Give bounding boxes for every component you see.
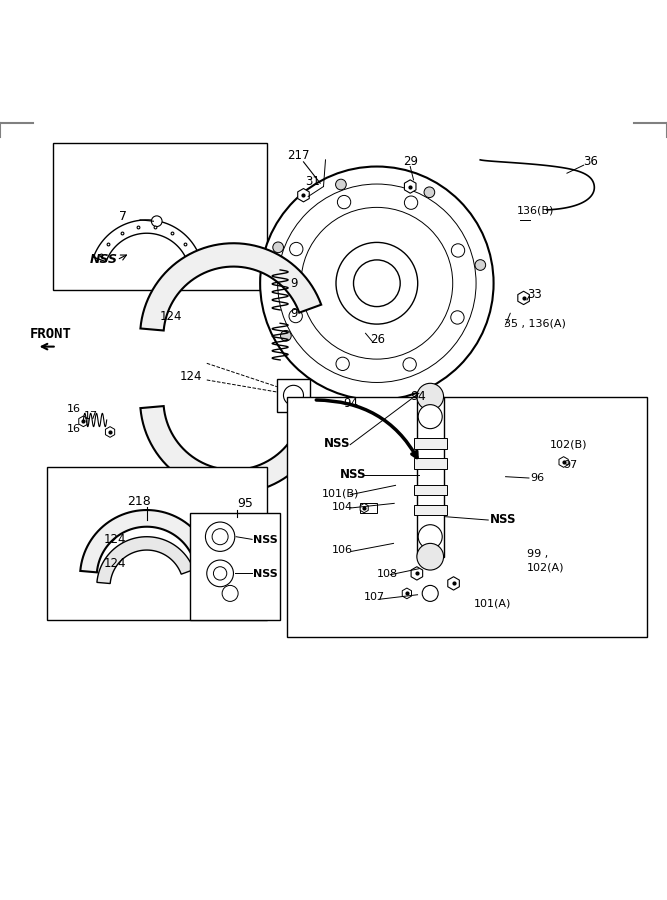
Bar — [414, 438, 447, 449]
Text: 101(B): 101(B) — [322, 489, 360, 499]
Polygon shape — [93, 220, 200, 262]
Text: 94: 94 — [344, 397, 358, 410]
Text: 99 ,: 99 , — [527, 549, 548, 559]
Text: NSS: NSS — [323, 436, 350, 450]
Text: 101(A): 101(A) — [474, 598, 511, 608]
Text: 124: 124 — [180, 370, 203, 383]
Circle shape — [277, 184, 476, 382]
Text: NSS: NSS — [89, 253, 117, 266]
Bar — [360, 503, 377, 513]
Text: 26: 26 — [370, 333, 385, 346]
Polygon shape — [411, 567, 423, 580]
Polygon shape — [80, 510, 209, 572]
Text: 29: 29 — [404, 155, 418, 167]
Text: 16: 16 — [67, 424, 81, 434]
Text: 36: 36 — [584, 155, 598, 167]
Circle shape — [222, 585, 238, 601]
Text: NSS: NSS — [340, 468, 367, 481]
Circle shape — [205, 522, 235, 552]
Circle shape — [452, 244, 465, 257]
Text: 95: 95 — [237, 497, 253, 509]
Text: 35 , 136(A): 35 , 136(A) — [504, 319, 566, 328]
Text: 97: 97 — [564, 460, 578, 470]
Polygon shape — [402, 588, 412, 598]
Circle shape — [289, 310, 302, 323]
Circle shape — [403, 357, 416, 371]
Polygon shape — [518, 292, 530, 304]
Text: 102(A): 102(A) — [527, 562, 564, 572]
Text: 107: 107 — [364, 592, 385, 602]
Text: 16: 16 — [67, 404, 81, 414]
Circle shape — [260, 166, 494, 400]
Circle shape — [283, 385, 303, 405]
Text: 124: 124 — [160, 310, 183, 323]
Bar — [47, 467, 267, 620]
Polygon shape — [360, 503, 368, 513]
Text: 136(B): 136(B) — [517, 205, 554, 215]
Circle shape — [273, 242, 283, 253]
Bar — [287, 397, 647, 637]
Text: 124: 124 — [103, 557, 126, 570]
Polygon shape — [97, 536, 193, 583]
Text: 9: 9 — [290, 276, 297, 290]
Circle shape — [417, 383, 444, 410]
Polygon shape — [404, 180, 416, 194]
Text: NSS: NSS — [490, 513, 517, 526]
Text: 218: 218 — [127, 495, 151, 508]
Circle shape — [404, 196, 418, 210]
Polygon shape — [297, 188, 309, 202]
Circle shape — [418, 405, 442, 428]
Text: 104: 104 — [332, 502, 354, 512]
Text: 124: 124 — [103, 534, 126, 546]
Circle shape — [451, 310, 464, 324]
Bar — [53, 143, 267, 290]
Bar — [417, 397, 444, 557]
Bar — [414, 485, 447, 495]
Text: 108: 108 — [377, 569, 398, 579]
Bar — [414, 505, 447, 516]
Text: 7: 7 — [119, 210, 127, 223]
Circle shape — [354, 260, 400, 307]
Text: 17: 17 — [83, 410, 97, 420]
Text: 31: 31 — [305, 176, 320, 188]
Circle shape — [289, 242, 303, 256]
Text: NSS: NSS — [253, 569, 278, 579]
Text: FRONT: FRONT — [30, 327, 72, 341]
Bar — [277, 379, 310, 412]
Circle shape — [151, 216, 162, 227]
Circle shape — [336, 179, 346, 190]
Polygon shape — [141, 406, 323, 493]
Circle shape — [212, 528, 228, 544]
Polygon shape — [105, 427, 115, 437]
Bar — [414, 458, 447, 469]
Circle shape — [281, 330, 291, 341]
Circle shape — [475, 260, 486, 270]
Circle shape — [417, 544, 444, 570]
Text: 94: 94 — [410, 390, 426, 403]
Polygon shape — [448, 577, 460, 590]
Text: 96: 96 — [530, 473, 544, 483]
Circle shape — [338, 195, 351, 209]
Circle shape — [301, 207, 453, 359]
Polygon shape — [559, 456, 568, 467]
Text: 217: 217 — [287, 148, 309, 161]
Polygon shape — [141, 243, 321, 330]
Bar — [190, 513, 280, 620]
Text: 33: 33 — [527, 288, 542, 301]
Text: 106: 106 — [332, 545, 353, 555]
Circle shape — [418, 525, 442, 549]
Circle shape — [213, 567, 227, 580]
Circle shape — [424, 187, 435, 198]
Text: 9: 9 — [290, 307, 297, 320]
Text: 102(B): 102(B) — [550, 440, 588, 450]
Circle shape — [336, 242, 418, 324]
Polygon shape — [79, 416, 88, 427]
Circle shape — [336, 357, 350, 371]
Text: NSS: NSS — [253, 536, 278, 545]
Circle shape — [422, 585, 438, 601]
Circle shape — [207, 560, 233, 587]
